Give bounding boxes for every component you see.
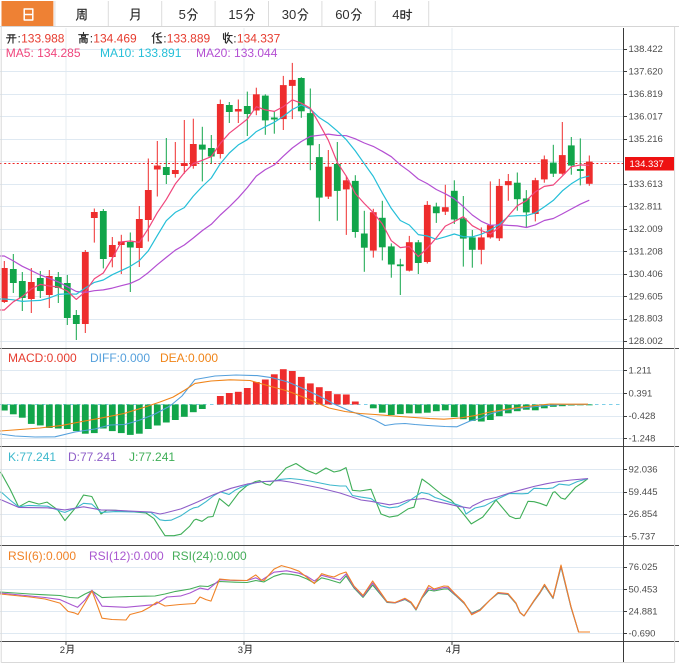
svg-text:128.803: 128.803 [629,314,663,325]
svg-text:2: 2 [60,645,65,656]
svg-text:50.453: 50.453 [629,584,658,595]
svg-text:K:77.241: K:77.241 [8,450,56,464]
svg-text:MA5: 134.285: MA5: 134.285 [6,46,81,60]
svg-text:D:77.241: D:77.241 [68,450,117,464]
svg-text:4: 4 [446,645,451,656]
svg-text:-5.737: -5.737 [629,531,656,542]
svg-text:DEA:0.000: DEA:0.000 [160,351,218,365]
svg-text:DIFF:0.000: DIFF:0.000 [90,351,150,365]
svg-text:133.889: 133.889 [167,32,211,46]
svg-text:RSI(12):0.000: RSI(12):0.000 [89,549,164,563]
svg-text:MA10: 133.891: MA10: 133.891 [100,46,182,60]
svg-text::: : [233,32,236,46]
svg-text:128.002: 128.002 [629,336,663,347]
svg-text:-1.248: -1.248 [629,434,656,445]
svg-text:MACD:0.000: MACD:0.000 [8,351,77,365]
svg-text:133.988: 133.988 [21,32,65,46]
svg-text:1.211: 1.211 [629,366,652,377]
svg-text:RSI(24):0.000: RSI(24):0.000 [172,549,247,563]
svg-text:92.036: 92.036 [629,464,658,475]
svg-text:132.811: 132.811 [629,201,663,212]
svg-text::: : [163,32,166,46]
svg-text:138.422: 138.422 [629,44,663,55]
svg-text:76.025: 76.025 [629,562,658,573]
svg-text:J:77.241: J:77.241 [129,450,175,464]
svg-text:136.017: 136.017 [629,112,663,123]
svg-text:129.605: 129.605 [629,291,663,302]
svg-text:59.445: 59.445 [629,487,658,498]
svg-text:30: 30 [282,7,296,22]
svg-text:131.208: 131.208 [629,246,663,257]
svg-text::: : [18,32,21,46]
svg-text:-0.428: -0.428 [629,411,656,422]
svg-text:130.406: 130.406 [629,269,663,280]
svg-text:133.613: 133.613 [629,179,663,190]
svg-text:60: 60 [335,7,349,22]
svg-text:4: 4 [392,7,399,22]
svg-text:135.216: 135.216 [629,134,663,145]
svg-text:134.337: 134.337 [237,32,281,46]
svg-text:134.337: 134.337 [630,159,664,170]
svg-text:134.469: 134.469 [93,32,137,46]
svg-text:24.881: 24.881 [629,606,658,617]
svg-text:15: 15 [228,7,242,22]
svg-text:132.009: 132.009 [629,224,663,235]
svg-text:-0.690: -0.690 [629,629,656,640]
svg-text:5: 5 [179,7,186,22]
svg-text:RSI(6):0.000: RSI(6):0.000 [8,549,76,563]
svg-text:3: 3 [238,645,243,656]
svg-text:136.819: 136.819 [629,89,663,100]
svg-text:MA20: 133.044: MA20: 133.044 [196,46,278,60]
svg-text:0.391: 0.391 [629,388,653,399]
svg-text:26.854: 26.854 [629,509,658,520]
svg-text::: : [90,32,93,46]
svg-text:137.620: 137.620 [629,67,663,78]
